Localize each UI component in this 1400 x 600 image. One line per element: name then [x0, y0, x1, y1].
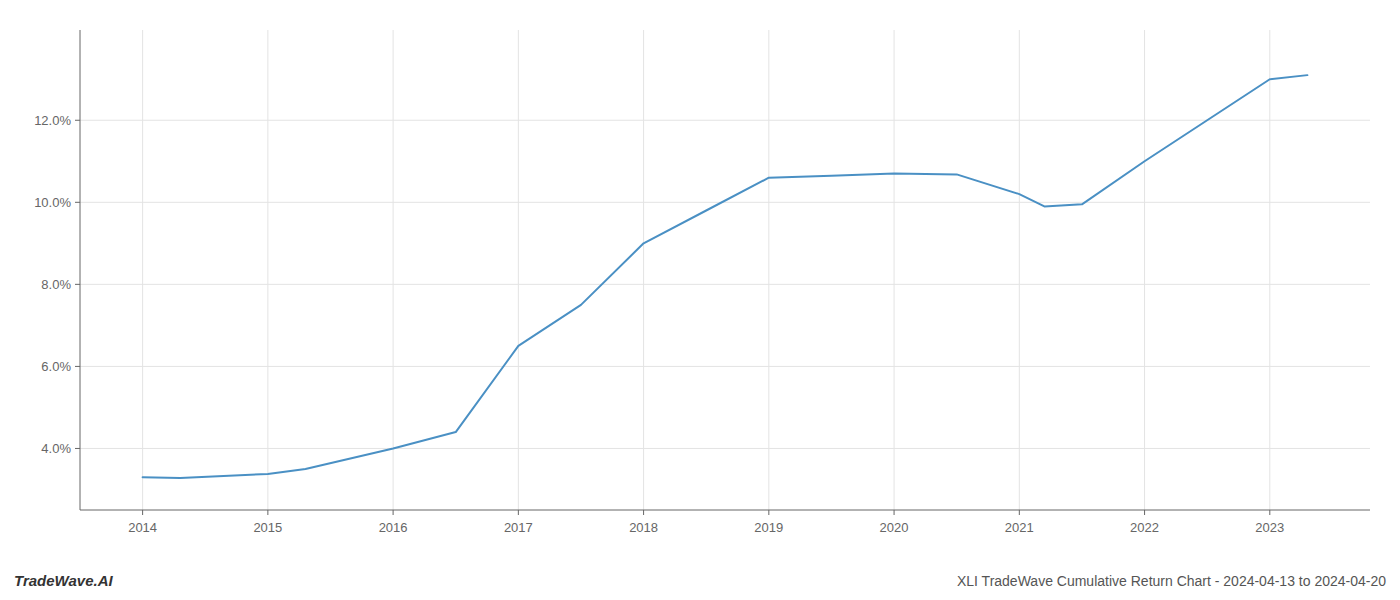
x-tick-label: 2022: [1130, 520, 1159, 535]
chart: 2014 2015 2016 2017 2018 2019 2020 2021 2022 2023…: [0, 0, 1400, 600]
x-grid-line: [894, 30, 895, 510]
y-tick: [75, 120, 80, 121]
y-tick: [75, 448, 80, 449]
grid: [80, 30, 1370, 510]
x-tick: [1144, 510, 1145, 515]
x-tick: [267, 510, 268, 515]
y-tick-label: 10.0%: [34, 195, 71, 210]
x-tick: [894, 510, 895, 515]
x-tick: [393, 510, 394, 515]
x-grid-line: [267, 30, 268, 510]
x-tick: [1269, 510, 1270, 515]
x-axis-line: [80, 510, 1370, 511]
y-grid-line: [80, 448, 1370, 449]
x-grid-line: [393, 30, 394, 510]
x-grid-line: [1144, 30, 1145, 510]
x-tick-label: 2015: [253, 520, 282, 535]
x-tick-label: 2017: [504, 520, 533, 535]
title: XLI TradeWave Cumulative Return Chart - …: [957, 573, 1386, 589]
x-grid-line: [142, 30, 143, 510]
y-axis-line: [80, 30, 81, 510]
y-grid-line: [80, 120, 1370, 121]
y-tick-label: 12.0%: [34, 113, 71, 128]
x-grid-line: [643, 30, 644, 510]
y-tick: [75, 284, 80, 285]
x-grid-line: [1269, 30, 1270, 510]
y-tick: [75, 366, 80, 367]
background: [0, 0, 1400, 600]
x-tick-label: 2023: [1255, 520, 1284, 535]
axes: 2014 2015 2016 2017 2018 2019 2020 2021 2022 2023…: [34, 30, 1370, 535]
x-tick-label: 2016: [379, 520, 408, 535]
x-tick-label: 2018: [629, 520, 658, 535]
x-tick: [768, 510, 769, 515]
x-tick-label: 2019: [754, 520, 783, 535]
x-grid-line: [518, 30, 519, 510]
y-grid-line: [80, 202, 1370, 203]
x-tick-label: 2014: [128, 520, 157, 535]
plot-area: [143, 75, 1308, 478]
y-grid-line: [80, 366, 1370, 367]
watermark: TradeWave.AI: [14, 572, 113, 589]
y-tick: [75, 202, 80, 203]
x-tick-label: 2020: [880, 520, 909, 535]
y-tick-label: 4.0%: [41, 441, 71, 456]
x-grid-line: [1019, 30, 1020, 510]
y-tick-label: 6.0%: [41, 359, 71, 374]
x-tick-label: 2021: [1005, 520, 1034, 535]
x-tick: [1019, 510, 1020, 515]
line: [143, 75, 1308, 478]
x-tick: [643, 510, 644, 515]
y-tick-label: 8.0%: [41, 277, 71, 292]
x-tick: [142, 510, 143, 515]
y-grid-line: [80, 284, 1370, 285]
x-tick: [518, 510, 519, 515]
x-grid-line: [768, 30, 769, 510]
